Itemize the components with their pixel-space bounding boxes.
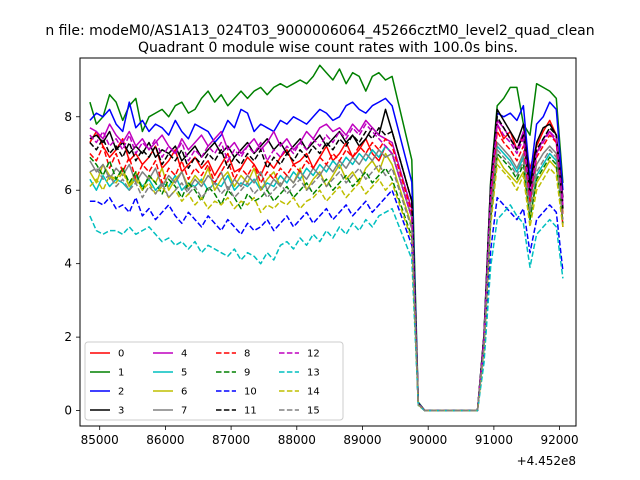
x-tick-label: 86000: [146, 433, 184, 447]
legend-label-11: 11: [244, 406, 257, 417]
legend-label-6: 6: [181, 387, 187, 398]
x-tick-label: 87000: [212, 433, 250, 447]
x-tick-label: 90000: [409, 433, 447, 447]
x-tick-label: 92000: [540, 433, 578, 447]
series-line-9: [89, 152, 564, 412]
y-tick-label: 2: [64, 330, 72, 344]
axes-frame: [79, 57, 577, 427]
legend-label-14: 14: [307, 387, 320, 398]
legend-label-4: 4: [181, 349, 187, 360]
series-line-11: [89, 116, 564, 412]
x-tick-label: 88000: [278, 433, 316, 447]
x-tick-label: 89000: [343, 433, 381, 447]
legend-label-7: 7: [181, 406, 187, 417]
chart-title: Quadrant 0 module wise count rates with …: [138, 40, 518, 56]
legend-label-13: 13: [307, 368, 320, 379]
series-lines: [89, 64, 564, 412]
x-tick-label: 85000: [81, 433, 119, 447]
y-tick-label: 4: [64, 257, 72, 271]
y-tick-label: 0: [64, 404, 72, 418]
legend-label-0: 0: [118, 349, 124, 360]
y-tick-label: 6: [64, 183, 72, 197]
legend-box: [84, 341, 344, 421]
y-tick-label: 8: [64, 110, 72, 124]
series-line-15: [89, 149, 564, 412]
legend-label-3: 3: [118, 406, 124, 417]
legend-label-5: 5: [181, 368, 187, 379]
series-line-14: [89, 163, 564, 412]
x-axis: 85000 86000 87000 88000 89000 90000 91000 92000: [81, 426, 579, 447]
figure-suptitle: n file: modeM0/AS1A13_024T03_9000006064_…: [45, 23, 594, 39]
series-line-13: [89, 204, 564, 412]
legend-label-12: 12: [307, 349, 320, 360]
legend-label-1: 1: [118, 368, 124, 379]
x-offset-label: +4.452e8: [517, 454, 576, 468]
y-axis: 0 2 4 6 8: [64, 110, 80, 418]
legend-label-10: 10: [244, 387, 257, 398]
legend-label-2: 2: [118, 387, 124, 398]
legend-label-9: 9: [244, 368, 250, 379]
x-tick-label: 91000: [475, 433, 513, 447]
legend-label-8: 8: [244, 349, 250, 360]
legend-label-15: 15: [307, 406, 320, 417]
